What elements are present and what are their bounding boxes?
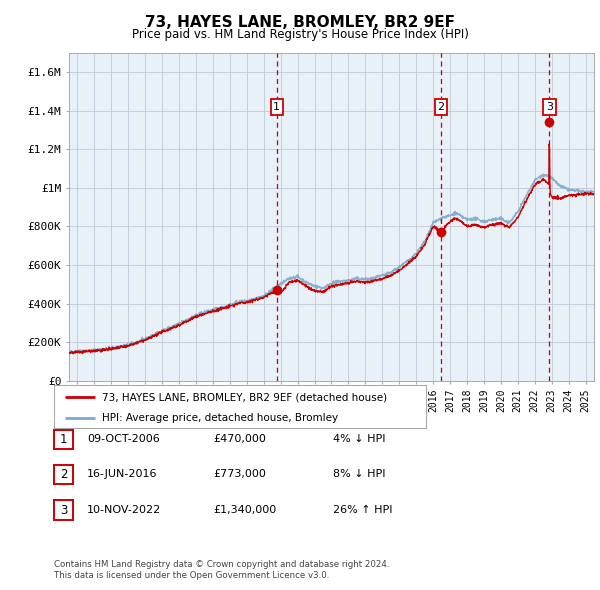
Text: £773,000: £773,000 (213, 470, 266, 479)
Text: This data is licensed under the Open Government Licence v3.0.: This data is licensed under the Open Gov… (54, 571, 329, 580)
Text: 8% ↓ HPI: 8% ↓ HPI (333, 470, 386, 479)
Text: 1: 1 (60, 432, 67, 446)
Text: 1: 1 (273, 102, 280, 112)
Text: £1,340,000: £1,340,000 (213, 505, 276, 514)
Text: 2: 2 (60, 468, 67, 481)
Text: Price paid vs. HM Land Registry's House Price Index (HPI): Price paid vs. HM Land Registry's House … (131, 28, 469, 41)
Text: 09-OCT-2006: 09-OCT-2006 (87, 434, 160, 444)
Text: 3: 3 (60, 503, 67, 517)
Text: 3: 3 (546, 102, 553, 112)
Text: HPI: Average price, detached house, Bromley: HPI: Average price, detached house, Brom… (103, 414, 338, 424)
Text: 16-JUN-2016: 16-JUN-2016 (87, 470, 157, 479)
Text: 73, HAYES LANE, BROMLEY, BR2 9EF: 73, HAYES LANE, BROMLEY, BR2 9EF (145, 15, 455, 30)
Text: 10-NOV-2022: 10-NOV-2022 (87, 505, 161, 514)
Text: Contains HM Land Registry data © Crown copyright and database right 2024.: Contains HM Land Registry data © Crown c… (54, 560, 389, 569)
Text: 26% ↑ HPI: 26% ↑ HPI (333, 505, 392, 514)
Text: 2: 2 (437, 102, 445, 112)
Text: 73, HAYES LANE, BROMLEY, BR2 9EF (detached house): 73, HAYES LANE, BROMLEY, BR2 9EF (detach… (103, 392, 388, 402)
Text: 4% ↓ HPI: 4% ↓ HPI (333, 434, 386, 444)
Text: £470,000: £470,000 (213, 434, 266, 444)
